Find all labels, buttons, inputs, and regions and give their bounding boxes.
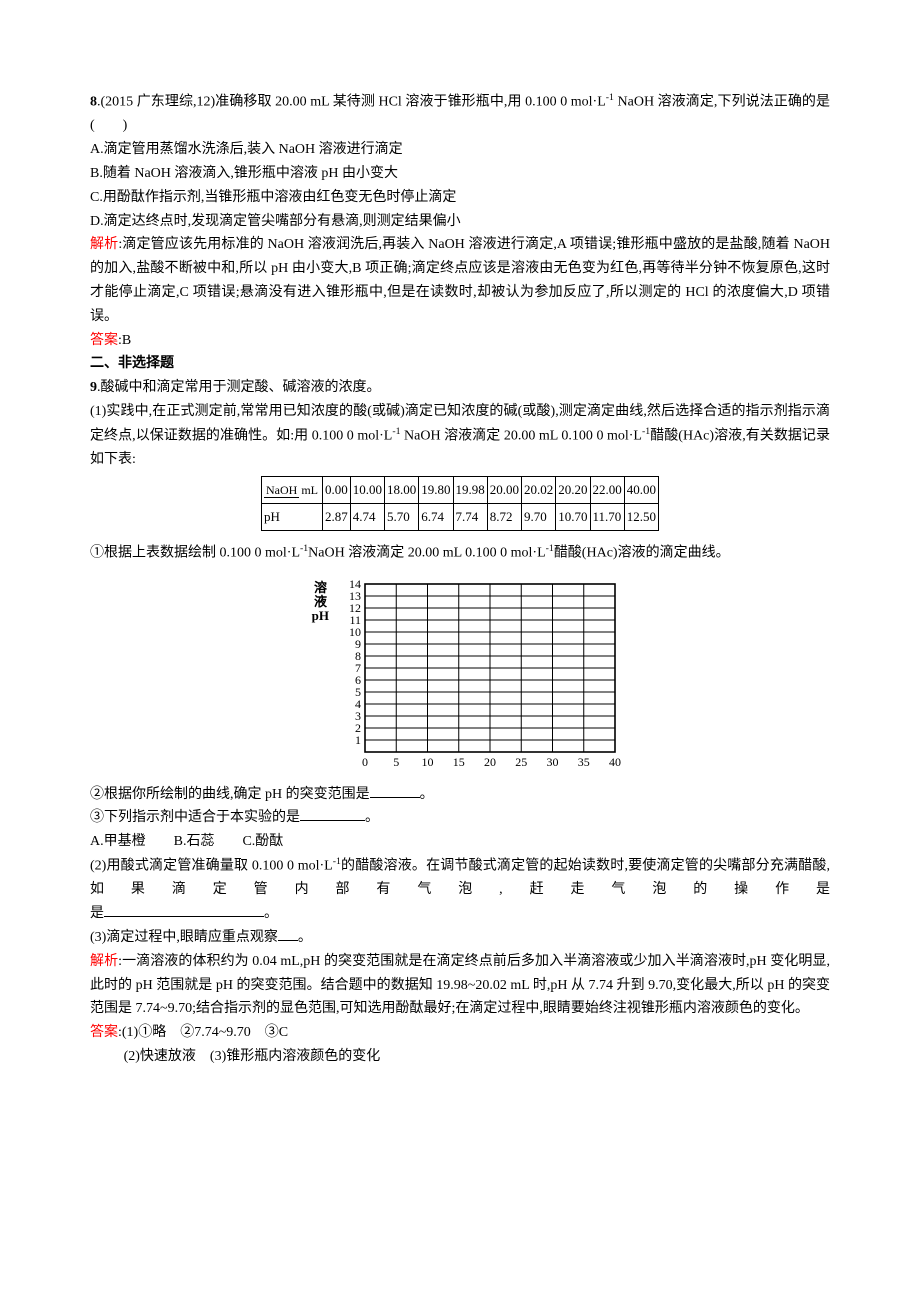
svg-text:4: 4: [355, 697, 361, 711]
svg-text:2: 2: [355, 721, 361, 735]
q9-sub1: ①根据上表数据绘制 0.100 0 mol·L-1NaOH 溶液滴定 20.00…: [90, 541, 830, 565]
table-cell: 20.20: [556, 477, 590, 504]
explanation-label: 解析: [90, 237, 118, 252]
blank-input: [300, 806, 365, 821]
svg-text:3: 3: [355, 709, 361, 723]
q9-p2-blank: 是。: [90, 902, 830, 926]
section-2-header: 二、非选择题: [90, 352, 830, 376]
table-cell: 12.50: [624, 504, 658, 531]
table-cell: 9.70: [522, 504, 556, 531]
table-cell: 22.00: [590, 477, 624, 504]
svg-text:40: 40: [609, 755, 621, 769]
q9-p1: (1)实践中,在正式测定前,常常用已知浓度的酸(或碱)滴定已知浓度的碱(或酸),…: [90, 400, 830, 472]
svg-text:11: 11: [349, 613, 361, 627]
row1-header: NaOHmL: [262, 477, 323, 504]
q9-sub3-options: A.甲基橙 B.石蕊 C.酚酞: [90, 830, 830, 854]
table-cell: 19.98: [453, 477, 487, 504]
svg-text:0: 0: [362, 755, 368, 769]
svg-text:1: 1: [355, 733, 361, 747]
table-cell: 10.00: [350, 477, 384, 504]
table-cell: 19.80: [419, 477, 453, 504]
table-cell: 4.74: [350, 504, 384, 531]
svg-text:液: 液: [314, 594, 327, 609]
table-cell: 20.00: [487, 477, 521, 504]
table-cell: 2.87: [323, 504, 351, 531]
blank-input: [370, 783, 420, 798]
opt-A: A.甲基橙: [90, 834, 146, 849]
q9-number: 9: [90, 380, 97, 395]
blank-input: [278, 926, 298, 941]
svg-text:35: 35: [578, 755, 590, 769]
q9-p3: (3)滴定过程中,眼睛应重点观察。: [90, 926, 830, 950]
q9-p2: (2)用酸式滴定管准确量取 0.100 0 mol·L-1的醋酸溶液。在调节酸式…: [90, 854, 830, 902]
row2-header: pH: [262, 504, 323, 531]
table-cell: 11.70: [590, 504, 624, 531]
q9-sub2: ②根据你所绘制的曲线,确定 pH 的突变范围是。: [90, 783, 830, 807]
svg-text:12: 12: [349, 601, 361, 615]
q8-optD: D.滴定达终点时,发现滴定管尖嘴部分有悬滴,则测定结果偏小: [90, 210, 830, 234]
blank-input: [104, 902, 264, 917]
table-row: NaOHmL 0.00 10.00 18.00 19.80 19.98 20.0…: [262, 477, 659, 504]
svg-text:13: 13: [349, 589, 361, 603]
answer-label: 答案: [90, 1025, 118, 1040]
svg-text:5: 5: [393, 755, 399, 769]
q9-sub3: ③下列指示剂中适合于本实验的是。: [90, 806, 830, 830]
table-cell: 5.70: [385, 504, 419, 531]
svg-text:溶: 溶: [314, 580, 327, 595]
table-cell: 0.00: [323, 477, 351, 504]
table-cell: 40.00: [624, 477, 658, 504]
svg-text:14: 14: [349, 577, 361, 591]
table-cell: 6.74: [419, 504, 453, 531]
svg-text:5: 5: [355, 685, 361, 699]
q9-answer-1: 答案:(1)①略 ②7.74~9.70 ③C: [90, 1021, 830, 1045]
q8-answer: 答案:B: [90, 329, 830, 353]
opt-C: C.酚酞: [242, 834, 283, 849]
q9-answer-2: (2)快速放液 (3)锥形瓶内溶液颜色的变化: [90, 1045, 830, 1069]
explanation-label: 解析: [90, 954, 118, 969]
table-row: pH 2.87 4.74 5.70 6.74 7.74 8.72 9.70 10…: [262, 504, 659, 531]
table-cell: 8.72: [487, 504, 521, 531]
answer-label: 答案: [90, 333, 118, 348]
q8-stem: 8.(2015 广东理综,12)准确移取 20.00 mL 某待测 HCl 溶液…: [90, 90, 830, 138]
svg-text:20: 20: [484, 755, 496, 769]
svg-text:10: 10: [422, 755, 434, 769]
svg-text:7: 7: [355, 661, 361, 675]
svg-text:10: 10: [349, 625, 361, 639]
svg-text:30: 30: [547, 755, 559, 769]
table-cell: 20.02: [522, 477, 556, 504]
svg-text:25: 25: [515, 755, 527, 769]
q8-optA: A.滴定管用蒸馏水洗涤后,装入 NaOH 溶液进行滴定: [90, 138, 830, 162]
opt-B: B.石蕊: [174, 834, 215, 849]
table-cell: 18.00: [385, 477, 419, 504]
svg-text:9: 9: [355, 637, 361, 651]
svg-text:8: 8: [355, 649, 361, 663]
q8-optB: B.随着 NaOH 溶液滴入,锥形瓶中溶液 pH 由小变大: [90, 162, 830, 186]
q8-explanation: 解析:滴定管应该先用标准的 NaOH 溶液润洗后,再装入 NaOH 溶液进行滴定…: [90, 233, 830, 328]
q9-stem: 9.酸碱中和滴定常用于测定酸、碱溶液的浓度。: [90, 376, 830, 400]
titration-grid-chart: 12345678910111213140510152025303540溶液pH: [90, 572, 830, 781]
q8-optC: C.用酚酞作指示剂,当锥形瓶中溶液由红色变无色时停止滴定: [90, 186, 830, 210]
svg-text:6: 6: [355, 673, 361, 687]
table-cell: 10.70: [556, 504, 590, 531]
table-cell: 7.74: [453, 504, 487, 531]
svg-text:15: 15: [453, 755, 465, 769]
grid-svg: 12345678910111213140510152025303540溶液pH: [290, 572, 630, 772]
q9-explanation: 解析:一滴溶液的体积约为 0.04 mL,pH 的突变范围就是在滴定终点前后多加…: [90, 950, 830, 1021]
titration-data-table: NaOHmL 0.00 10.00 18.00 19.80 19.98 20.0…: [261, 476, 659, 531]
svg-text:pH: pH: [312, 608, 329, 623]
q8-number: 8: [90, 95, 97, 110]
